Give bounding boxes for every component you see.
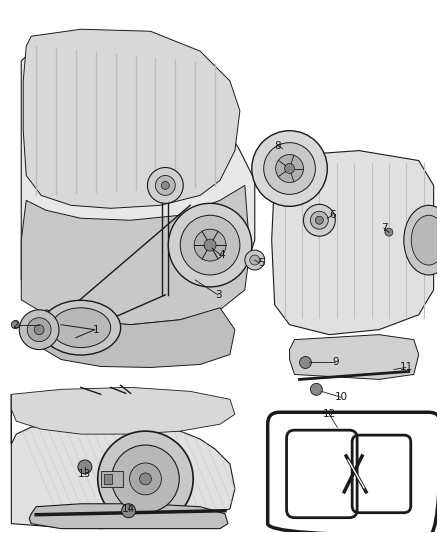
Circle shape bbox=[194, 229, 226, 261]
Circle shape bbox=[315, 216, 323, 224]
Circle shape bbox=[112, 445, 179, 513]
Circle shape bbox=[27, 318, 51, 342]
Polygon shape bbox=[29, 504, 228, 529]
Polygon shape bbox=[21, 185, 250, 325]
Polygon shape bbox=[21, 31, 255, 320]
Circle shape bbox=[34, 325, 44, 335]
Ellipse shape bbox=[411, 215, 438, 265]
Text: 13: 13 bbox=[78, 469, 92, 479]
Ellipse shape bbox=[41, 300, 120, 355]
Text: 3: 3 bbox=[215, 290, 221, 300]
Polygon shape bbox=[36, 308, 235, 367]
Circle shape bbox=[11, 321, 19, 329]
Circle shape bbox=[78, 460, 92, 474]
Circle shape bbox=[180, 215, 240, 275]
Text: 6: 6 bbox=[329, 210, 336, 220]
Circle shape bbox=[276, 155, 304, 182]
Circle shape bbox=[250, 255, 260, 265]
Text: 8: 8 bbox=[274, 141, 281, 151]
Circle shape bbox=[204, 239, 216, 251]
Circle shape bbox=[148, 167, 183, 203]
Circle shape bbox=[168, 203, 252, 287]
Text: 1: 1 bbox=[92, 325, 99, 335]
Circle shape bbox=[252, 131, 327, 206]
Circle shape bbox=[285, 164, 294, 173]
Text: 12: 12 bbox=[323, 409, 336, 419]
Circle shape bbox=[161, 181, 170, 189]
Text: 5: 5 bbox=[258, 258, 265, 268]
Circle shape bbox=[264, 143, 315, 195]
Circle shape bbox=[245, 250, 265, 270]
Text: 4: 4 bbox=[219, 250, 225, 260]
Text: 2: 2 bbox=[12, 320, 18, 330]
Circle shape bbox=[300, 357, 311, 368]
Text: 14: 14 bbox=[122, 504, 135, 514]
Text: 7: 7 bbox=[381, 223, 387, 233]
Polygon shape bbox=[11, 394, 235, 529]
Text: 9: 9 bbox=[332, 358, 339, 367]
Circle shape bbox=[19, 310, 59, 350]
Circle shape bbox=[140, 473, 152, 485]
Circle shape bbox=[385, 228, 393, 236]
Polygon shape bbox=[272, 151, 434, 335]
Circle shape bbox=[304, 204, 335, 236]
Circle shape bbox=[311, 383, 322, 395]
Circle shape bbox=[130, 463, 161, 495]
Bar bbox=[104, 474, 112, 484]
Polygon shape bbox=[23, 29, 240, 208]
Text: 11: 11 bbox=[400, 362, 413, 373]
Circle shape bbox=[311, 211, 328, 229]
Polygon shape bbox=[11, 387, 235, 434]
Circle shape bbox=[155, 175, 175, 196]
Bar bbox=[101, 471, 123, 487]
Circle shape bbox=[122, 504, 135, 518]
Ellipse shape bbox=[404, 205, 438, 275]
Polygon shape bbox=[290, 335, 419, 379]
Text: 10: 10 bbox=[335, 392, 348, 402]
Ellipse shape bbox=[51, 308, 111, 348]
Circle shape bbox=[98, 431, 193, 527]
